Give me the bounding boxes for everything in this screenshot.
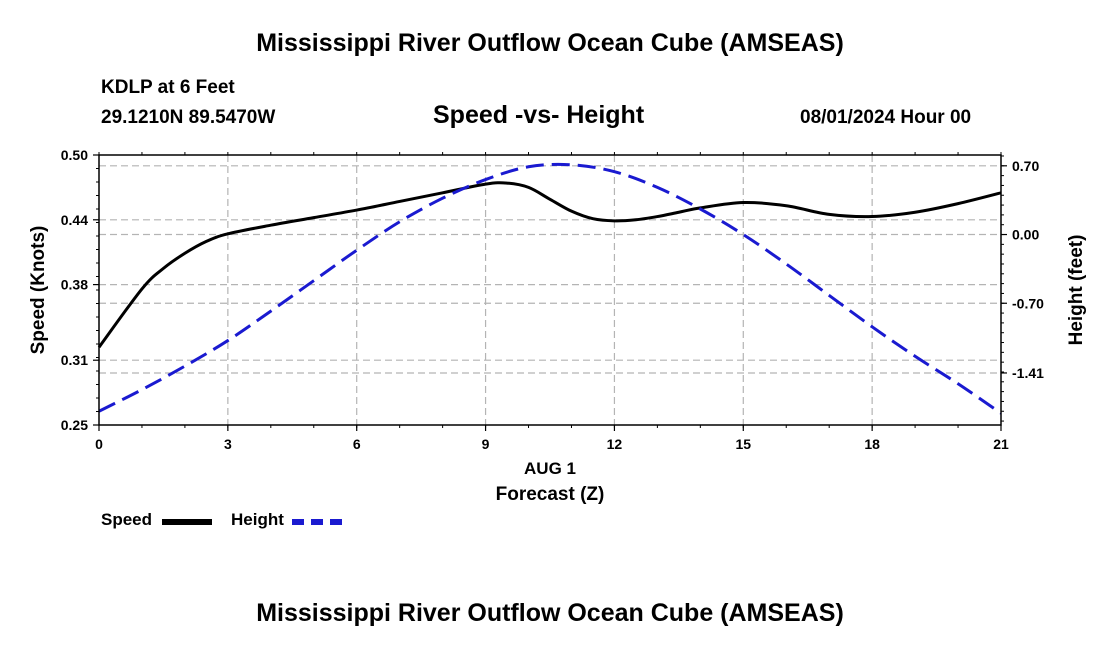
x-tick-label: 21: [993, 436, 1009, 452]
series-lines: [97, 162, 1002, 415]
x-tick-label: 12: [607, 436, 623, 452]
legend-height-label: Height: [231, 510, 284, 529]
x-axis-label: Forecast (Z): [496, 484, 605, 505]
y2-tick-label: 0.00: [1012, 227, 1039, 243]
x-tick-label: 3: [224, 436, 232, 452]
forecast-datetime: 08/01/2024 Hour 00: [800, 107, 972, 128]
station-coords: 29.1210N 89.5470W: [101, 107, 276, 128]
legend-height-swatch: [292, 519, 342, 525]
x-date-label: AUG 1: [524, 459, 576, 478]
speed-height-chart: 0 3 6 9 12 15 18 21 0.25 0.31 0.38 0.44 0.50 0.70 0.00…: [28, 147, 1087, 505]
y2-tick-label: -0.70: [1012, 295, 1044, 311]
y-tick-label: 0.31: [61, 352, 88, 368]
x-tick-label: 9: [482, 436, 490, 452]
y-tick-label: 0.44: [61, 212, 88, 228]
y2-tick-label: -1.41: [1012, 365, 1044, 381]
y-axis-label: Speed (Knots): [28, 226, 49, 355]
legend-speed-label: Speed: [101, 510, 153, 529]
station-name: KDLP at 6 Feet: [101, 77, 235, 98]
grid-lines: [99, 155, 1001, 425]
x-tick-label: 6: [353, 436, 361, 452]
chart-title: Speed -vs- Height: [433, 101, 645, 129]
x-tick-label: 15: [735, 436, 751, 452]
page-title: Mississippi River Outflow Ocean Cube (AM…: [256, 29, 844, 57]
y2-axis-label: Height (feet): [1066, 235, 1087, 346]
series-line-height: [98, 162, 1002, 415]
y-tick-label: 0.50: [61, 147, 88, 163]
legend-speed-swatch: [162, 519, 212, 525]
x-tick-label: 0: [95, 436, 103, 452]
y-tick-label: 0.38: [61, 277, 88, 293]
plot-frame: [98, 154, 1002, 426]
x-tick-label: 18: [864, 436, 880, 452]
axis-ticks: 0 3 6 9 12 15 18 21 0.25 0.31 0.38 0.44 0.50 0.70 0.00…: [61, 147, 1044, 452]
series-line-speed: [97, 181, 1002, 349]
y-tick-label: 0.25: [61, 417, 88, 433]
footer-title: Mississippi River Outflow Ocean Cube (AM…: [256, 599, 844, 627]
y2-tick-label: 0.70: [1012, 158, 1039, 174]
